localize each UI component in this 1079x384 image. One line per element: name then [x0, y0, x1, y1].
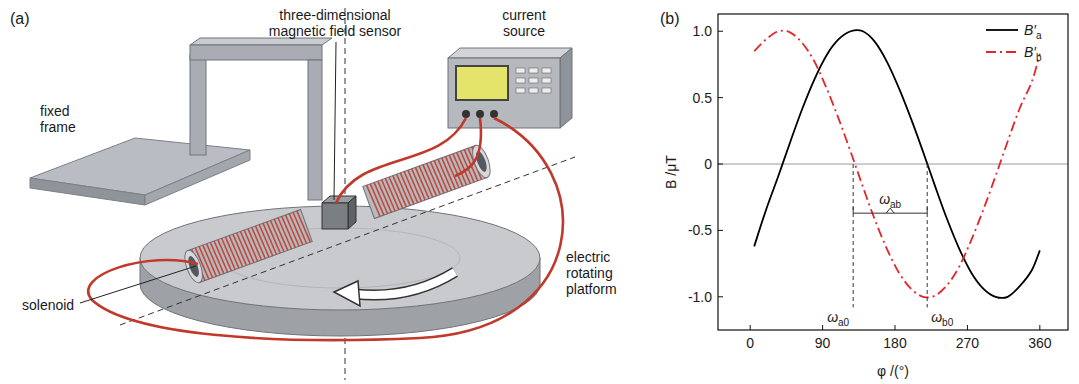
diagram-label: fixed — [40, 103, 70, 119]
source-button — [542, 88, 551, 93]
source-button — [529, 68, 538, 73]
frame-drop — [308, 60, 322, 200]
diagram-label: frame — [40, 119, 76, 135]
legend-swatch — [986, 51, 1018, 53]
marker-line — [927, 164, 928, 307]
series-line — [754, 31, 1040, 298]
y-tick-label: -0.5 — [688, 222, 712, 238]
solenoid-body — [363, 146, 487, 219]
frame-bar-top — [190, 38, 332, 45]
x-tick — [750, 325, 751, 330]
sensor-front — [322, 203, 348, 229]
label-main: ω — [931, 309, 942, 325]
label-main: ω — [827, 309, 838, 325]
frame-bar — [190, 45, 322, 60]
series-line — [754, 30, 1040, 298]
x-tick-label: 270 — [956, 335, 980, 351]
label-sub: a — [1036, 30, 1042, 41]
frame-plate-side — [145, 150, 250, 205]
sensor-side — [348, 196, 356, 229]
panel-label: (b) — [660, 10, 680, 27]
coil-turn — [297, 210, 311, 243]
x-tick-label: 360 — [1028, 335, 1052, 351]
source-button — [516, 68, 525, 73]
rotation-arrow-outline — [355, 272, 455, 295]
legend-label: B′b — [1024, 44, 1042, 63]
label-sub: b — [1036, 52, 1042, 63]
source-button — [516, 88, 525, 93]
wire — [455, 118, 481, 176]
panel-label: (a) — [10, 10, 30, 27]
y-tick-label: 0.5 — [693, 90, 713, 106]
diagram-label: platform — [566, 281, 617, 297]
plot-frame — [718, 14, 1068, 330]
label-sub: b0 — [942, 317, 954, 328]
x-tick — [895, 325, 896, 330]
solenoid-body — [188, 210, 312, 283]
diagram-label: solenoid — [22, 297, 74, 313]
label-main: ω — [879, 191, 890, 207]
source-screen — [456, 66, 508, 100]
plot-area — [718, 30, 1068, 307]
marker-line — [853, 164, 854, 307]
solenoid-end — [469, 143, 494, 180]
rotation-arrow-head — [334, 281, 360, 306]
leader-line — [334, 42, 336, 200]
diagram-label: electric — [566, 249, 610, 265]
source-terminal — [490, 110, 498, 118]
x-tick — [1039, 325, 1040, 330]
panel-b: (b) 0 90 180 270 360 -1.0 -0.5 0 0.5 1.0 φ /(°) B /μ… — [660, 10, 1068, 379]
panel-a: (a) three-dimensionalmagnetic field senso… — [10, 7, 617, 380]
legend-swatch — [986, 29, 1018, 31]
figure: (a) three-dimensionalmagnetic field senso… — [0, 0, 1079, 384]
diagram-label: three-dimensional — [279, 7, 390, 23]
source-button — [542, 78, 551, 83]
legend-label: B′a — [1024, 22, 1042, 41]
legend: B′a B′b — [986, 22, 1042, 63]
rotation-arrow — [355, 272, 455, 295]
leader-line — [80, 266, 196, 303]
annotation-label: ωab — [879, 191, 901, 210]
source-top — [448, 48, 572, 58]
source-terminal — [476, 110, 484, 118]
source-side — [560, 48, 572, 128]
y-tick — [718, 164, 723, 165]
x-tick-label: 0 — [746, 335, 754, 351]
x-tick — [967, 325, 968, 330]
y-tick — [718, 97, 723, 98]
source-button — [516, 78, 525, 83]
source-terminal — [462, 110, 470, 118]
diagram-label: magnetic field sensor — [269, 23, 402, 39]
solenoid-bore — [474, 150, 489, 173]
y-tick — [718, 31, 723, 32]
solenoid-axis — [120, 157, 575, 325]
y-tick-label: -1.0 — [688, 289, 712, 305]
x-tick — [822, 325, 823, 330]
y-tick — [718, 296, 723, 297]
label-sub: a0 — [838, 317, 850, 328]
source-button — [542, 68, 551, 73]
frame-post — [190, 55, 206, 155]
source-button — [529, 78, 538, 83]
wire — [336, 118, 466, 203]
y-tick-label: 0 — [704, 156, 712, 172]
zero-line — [718, 164, 1068, 165]
annotation-label: ωa0 — [827, 309, 849, 328]
annotation-label: ωb0 — [931, 309, 953, 328]
solenoid — [181, 210, 312, 285]
source-button — [529, 88, 538, 93]
solenoid — [363, 143, 494, 218]
label-sub: ab — [890, 199, 902, 210]
diagram-label: current — [502, 7, 546, 23]
x-tick-label: 180 — [883, 335, 907, 351]
y-axis-title: B /μT — [663, 155, 679, 189]
frame-plate-side — [30, 178, 145, 205]
wire — [88, 118, 563, 340]
y-tick — [718, 230, 723, 231]
diagram-label: source — [503, 23, 545, 39]
diagram-label: rotating — [566, 265, 613, 281]
y-tick-label: 1.0 — [693, 23, 713, 39]
x-axis-title: φ /(°) — [877, 363, 909, 379]
x-tick-label: 90 — [815, 335, 831, 351]
